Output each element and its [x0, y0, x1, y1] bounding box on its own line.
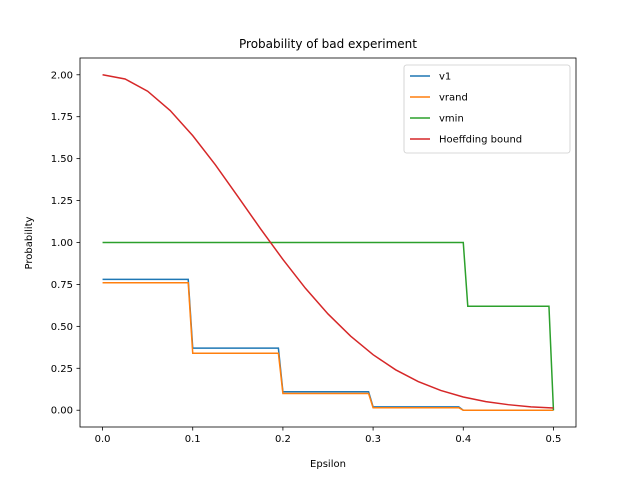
x-tick-label: 0.5: [546, 434, 562, 445]
y-tick-label: 1.25: [51, 196, 73, 207]
y-tick-label: 0.50: [51, 322, 73, 333]
x-tick-label: 0.2: [275, 434, 291, 445]
chart-title: Probability of bad experiment: [239, 37, 417, 51]
legend-label-2: vmin: [439, 114, 464, 125]
series-line-2: [102, 241, 555, 411]
y-tick-label: 1.75: [51, 112, 73, 123]
legend: v1 vrand vmin Hoeffding bound: [403, 64, 571, 154]
legend-label-3: Hoeffding bound: [439, 135, 522, 146]
y-tick-label: 1.00: [51, 238, 73, 249]
series-line-1: [102, 282, 554, 411]
y-tick-label: 0.75: [51, 280, 73, 291]
x-axis-label: Epsilon: [310, 459, 346, 470]
y-tick-label: 0.25: [51, 364, 73, 375]
x-axis: 0.0 0.1 0.2 0.3 0.4 0.5: [95, 427, 562, 445]
series-line-3: [102, 74, 554, 409]
x-tick-label: 0.1: [185, 434, 201, 445]
y-tick-label: 2.00: [51, 70, 73, 81]
legend-label-1: vrand: [439, 93, 468, 104]
series-line-0: [102, 278, 554, 411]
x-tick-label: 0.3: [365, 434, 381, 445]
y-tick-label: 1.50: [51, 154, 73, 165]
y-axis-label: Probability: [24, 216, 35, 269]
x-tick-label: 0.4: [455, 434, 471, 445]
legend-label-0: v1: [439, 72, 451, 83]
legend-box: [403, 64, 571, 154]
y-axis: 0.00 0.25 0.50 0.75 1.00 1.25 1.50 1.75 2.00: [51, 70, 80, 417]
y-tick-label: 0.00: [51, 406, 73, 417]
x-tick-label: 0.0: [95, 434, 111, 445]
